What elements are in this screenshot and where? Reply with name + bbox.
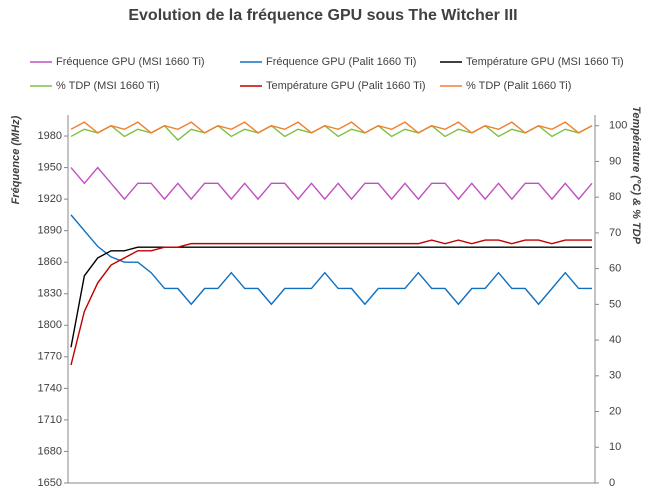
y-tick-label: 1800 bbox=[38, 319, 62, 331]
y2-tick-label: 60 bbox=[609, 263, 621, 275]
series-line bbox=[70, 246, 592, 348]
legend-label: Fréquence GPU (MSI 1660 Ti) bbox=[56, 56, 205, 68]
y-tick-label: 1680 bbox=[38, 445, 62, 457]
series-line bbox=[70, 121, 593, 134]
y-tick-label: 1650 bbox=[38, 477, 62, 489]
y2-tick-label: 40 bbox=[609, 334, 621, 346]
y-tick-label: 1920 bbox=[38, 193, 62, 205]
series-line bbox=[70, 239, 592, 366]
legend-label: % TDP (MSI 1660 Ti) bbox=[56, 80, 160, 92]
y-tick-label: 1710 bbox=[38, 414, 62, 426]
chart-title: Evolution de la fréquence GPU sous The W… bbox=[128, 7, 517, 24]
y-tick-label: 1950 bbox=[38, 161, 62, 173]
y-axis-title: Fréquence (MHz) bbox=[10, 115, 22, 204]
y2-tick-label: 100 bbox=[609, 120, 627, 132]
y2-tick-label: 70 bbox=[609, 227, 621, 239]
series-line bbox=[70, 214, 592, 306]
series-line bbox=[70, 166, 593, 201]
y2-tick-label: 10 bbox=[609, 441, 621, 453]
y2-tick-label: 0 bbox=[609, 477, 615, 489]
legend-label: Fréquence GPU (Palit 1660 Ti) bbox=[266, 56, 416, 68]
y-tick-label: 1770 bbox=[38, 351, 62, 363]
y2-tick-label: 90 bbox=[609, 155, 621, 167]
y2-tick-label: 50 bbox=[609, 298, 621, 310]
y-tick-label: 1830 bbox=[38, 288, 62, 300]
y2-tick-label: 80 bbox=[609, 191, 621, 203]
y-tick-label: 1740 bbox=[38, 382, 62, 394]
y-tick-label: 1860 bbox=[38, 256, 62, 268]
y-tick-label: 1980 bbox=[38, 130, 62, 142]
y2-tick-label: 20 bbox=[609, 405, 621, 417]
legend-label: Température GPU (MSI 1660 Ti) bbox=[466, 56, 624, 68]
y2-axis-title: Température (°C) & % TDP bbox=[630, 106, 642, 245]
legend-label: % TDP (Palit 1660 Ti) bbox=[466, 80, 571, 92]
legend-label: Température GPU (Palit 1660 Ti) bbox=[266, 80, 426, 92]
y-tick-label: 1890 bbox=[38, 225, 62, 237]
y2-tick-label: 30 bbox=[609, 370, 621, 382]
